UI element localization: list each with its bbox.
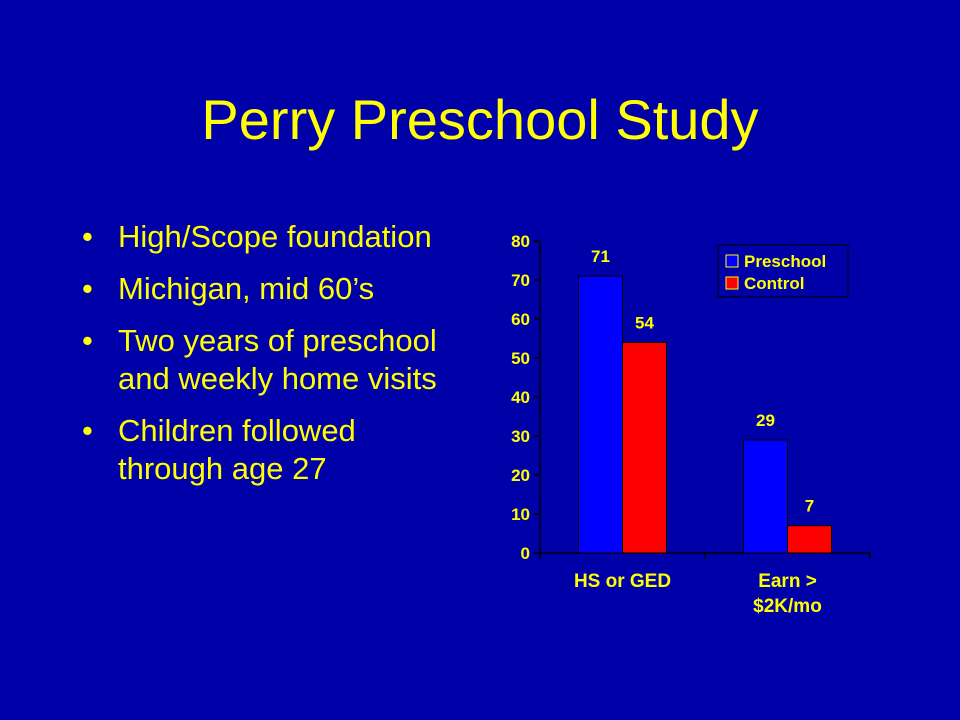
bullet-text: Two years of preschool and weekly home v… [118, 323, 437, 396]
bar [578, 275, 623, 554]
bullet-item: • Michigan, mid 60’s [82, 270, 442, 308]
y-tick-label: 30 [511, 427, 530, 446]
y-tick-label: 40 [511, 388, 530, 407]
bullet-text: Children followed through age 27 [118, 413, 356, 486]
bullet-icon: • [82, 413, 93, 448]
bullet-text: High/Scope foundation [118, 219, 432, 254]
bullet-icon: • [82, 323, 93, 358]
y-tick-label: 20 [511, 466, 530, 485]
bullet-icon: • [82, 271, 93, 306]
data-label: 71 [591, 247, 610, 266]
legend-label: Control [744, 274, 804, 293]
bar [743, 439, 788, 554]
category-label: HS or GED [574, 571, 671, 592]
bullet-icon: • [82, 219, 93, 254]
legend-swatch [725, 254, 739, 268]
category-label: Earn > [758, 571, 817, 592]
bar-chart: 0 10 20 30 40 50 60 70 80 71 54 HS or GED 29 7 Earn > $… [511, 232, 871, 617]
y-tick-label: 0 [521, 544, 530, 563]
y-tick-label: 50 [511, 349, 530, 368]
bar [787, 525, 832, 554]
bar [622, 341, 667, 554]
legend-swatch [725, 276, 739, 290]
bullet-text: Michigan, mid 60’s [118, 271, 375, 306]
data-label: 54 [635, 313, 654, 332]
bullet-list: • High/Scope foundation • Michigan, mid … [82, 218, 442, 502]
bullet-item: • Two years of preschool and weekly home… [82, 322, 442, 398]
y-tick-label: 80 [511, 232, 530, 251]
data-label: 29 [756, 411, 775, 430]
y-tick-label: 70 [511, 271, 530, 290]
bullet-item: • High/Scope foundation [82, 218, 442, 256]
y-tick-label: 60 [511, 310, 530, 329]
legend-label: Preschool [744, 252, 826, 271]
bullet-item: • Children followed through age 27 [82, 412, 442, 488]
data-label: 7 [805, 497, 814, 516]
y-tick-label: 10 [511, 505, 530, 524]
category-label: $2K/mo [753, 596, 822, 617]
legend-box [717, 244, 849, 298]
slide-title: Perry Preschool Study [201, 88, 759, 151]
